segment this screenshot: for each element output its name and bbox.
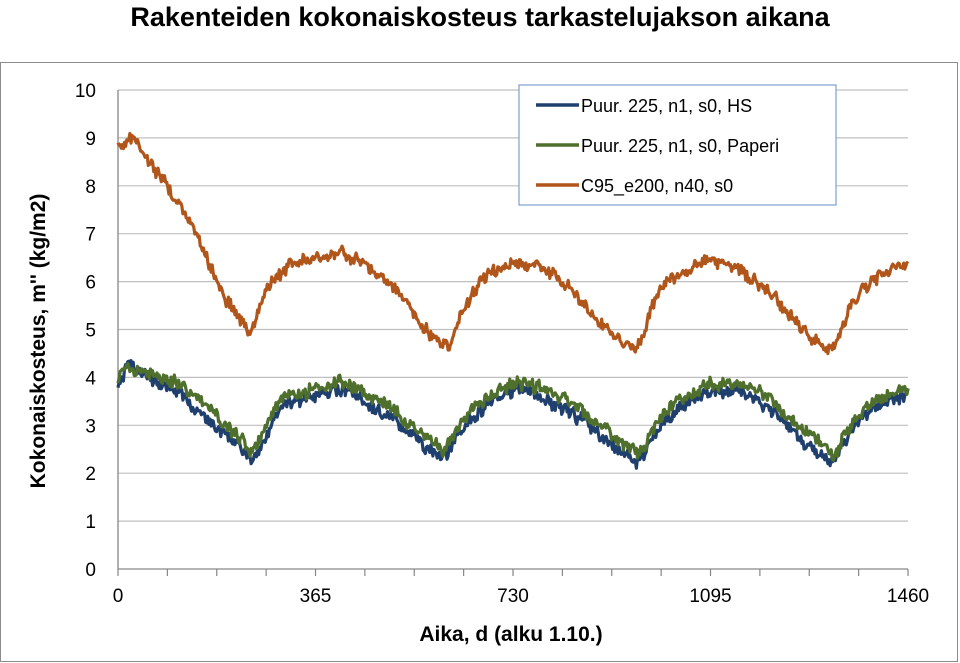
y-tick-label-9: 9 [85, 129, 96, 150]
y-tick-label-1: 1 [85, 512, 96, 533]
x-tick-label-365: 365 [300, 586, 332, 607]
y-tick-label-4: 4 [85, 368, 96, 389]
line-chart: 0 1 2 3 4 5 6 7 8 9 10 0 365 730 1095 1460 Puur. 225, n… [27, 81, 929, 646]
legend-label-1: Puur. 225, n1, s0, HS [581, 96, 752, 116]
page-title: Rakenteiden kokonaiskosteus tarkasteluja… [130, 2, 830, 32]
y-tick-label-3: 3 [85, 416, 96, 437]
series-line-1 [116, 359, 910, 470]
x-tick-label-0: 0 [113, 586, 124, 607]
y-axis-title: Kokonaiskosteus, m'' (kg/m2) [27, 194, 50, 489]
series-line-3 [116, 131, 910, 356]
series-lines [116, 131, 910, 470]
y-tick-label-8: 8 [85, 177, 96, 198]
y-tick-label-10: 10 [75, 81, 96, 102]
legend: Puur. 225, n1, s0, HS Puur. 225, n1, s0, … [518, 84, 837, 206]
x-axis-title: Aika, d (alku 1.10.) [419, 623, 602, 646]
y-tick-label-7: 7 [85, 225, 96, 246]
y-tick-label-6: 6 [85, 273, 96, 294]
x-tick-label-1095: 1095 [689, 586, 731, 607]
legend-label-2: Puur. 225, n1, s0, Paperi [581, 136, 779, 156]
series-line-2 [116, 362, 910, 462]
y-tick-label-0: 0 [85, 560, 96, 581]
chart-frame: 0 1 2 3 4 5 6 7 8 9 10 0 365 730 1095 1460 Puur. 225, n… [0, 62, 958, 662]
y-tick-label-2: 2 [85, 464, 96, 485]
x-tick-label-1460: 1460 [887, 586, 929, 607]
legend-label-3: C95_e200, n40, s0 [581, 176, 733, 197]
y-tick-label-5: 5 [85, 321, 96, 342]
axes: 0 1 2 3 4 5 6 7 8 9 10 0 365 730 1095 1460 [75, 81, 929, 607]
x-tick-label-730: 730 [497, 586, 529, 607]
